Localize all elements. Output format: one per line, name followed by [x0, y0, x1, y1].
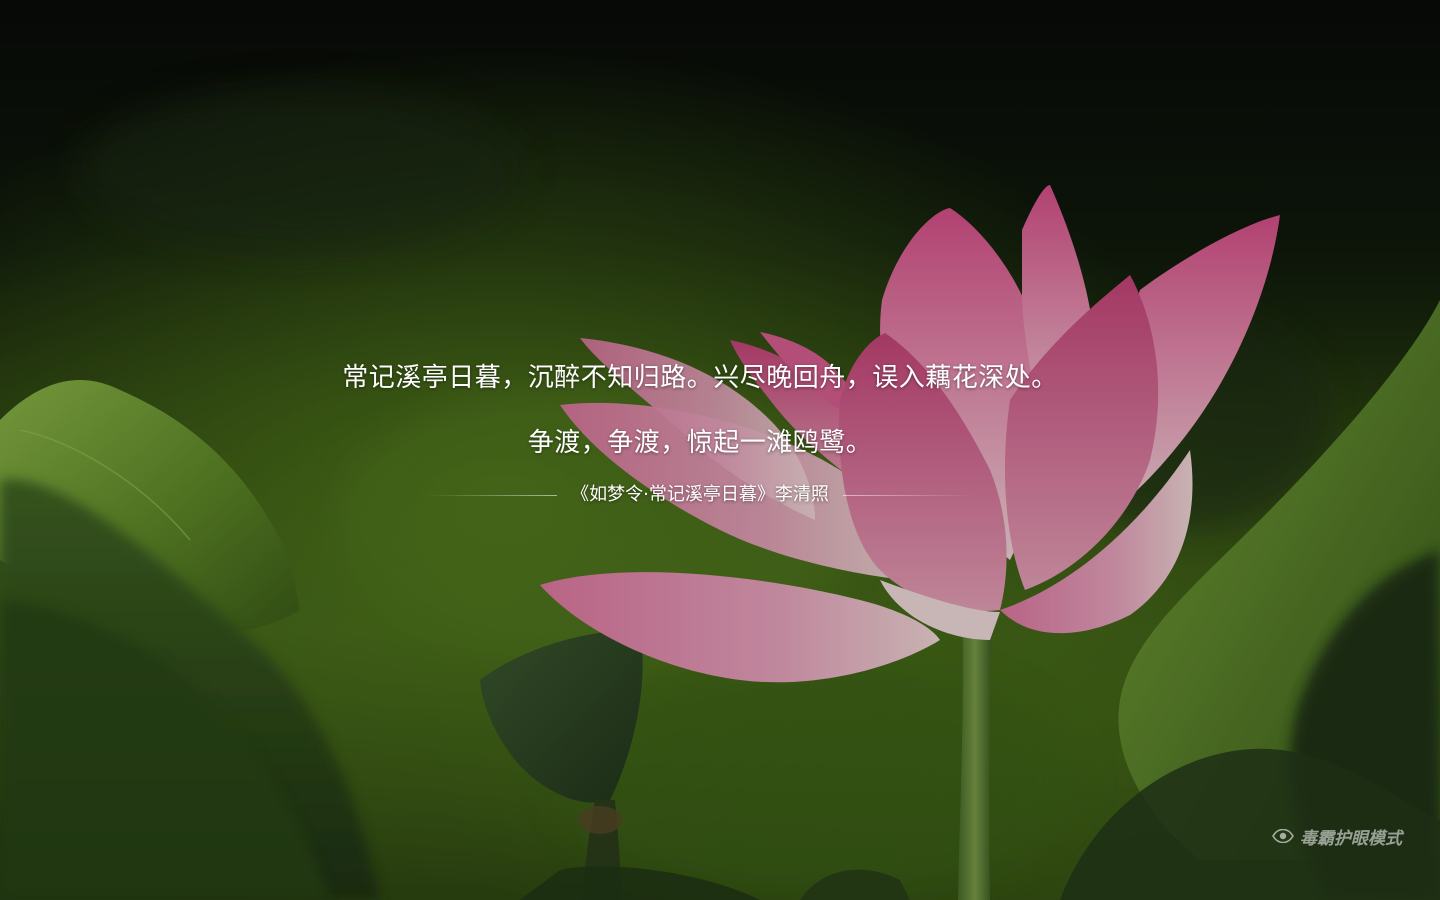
eye-care-mode-label: 毒霸护眼模式 — [1300, 828, 1402, 849]
attribution-rule-left — [427, 494, 558, 496]
eye-care-mode-toggle[interactable]: 毒霸护眼模式 — [1272, 824, 1402, 849]
poem-line-2: 争渡，争渡，惊起一滩鸥鹭。 — [527, 428, 873, 458]
attribution-rule-right — [842, 494, 973, 496]
poem-line-1: 常记溪亭日暮，沉醉不知归路。兴尽晚回舟，误入藕花深处。 — [342, 363, 1058, 393]
eye-icon — [1272, 829, 1294, 843]
attribution-text: 《如梦令·常记溪亭日暮》李清照 — [571, 484, 829, 505]
poem-attribution: 《如梦令·常记溪亭日暮》李清照 — [0, 483, 1400, 507]
poem-block: 常记溪亭日暮，沉醉不知归路。兴尽晚回舟，误入藕花深处。 争渡，争渡，惊起一滩鸥鹭… — [0, 356, 1400, 507]
